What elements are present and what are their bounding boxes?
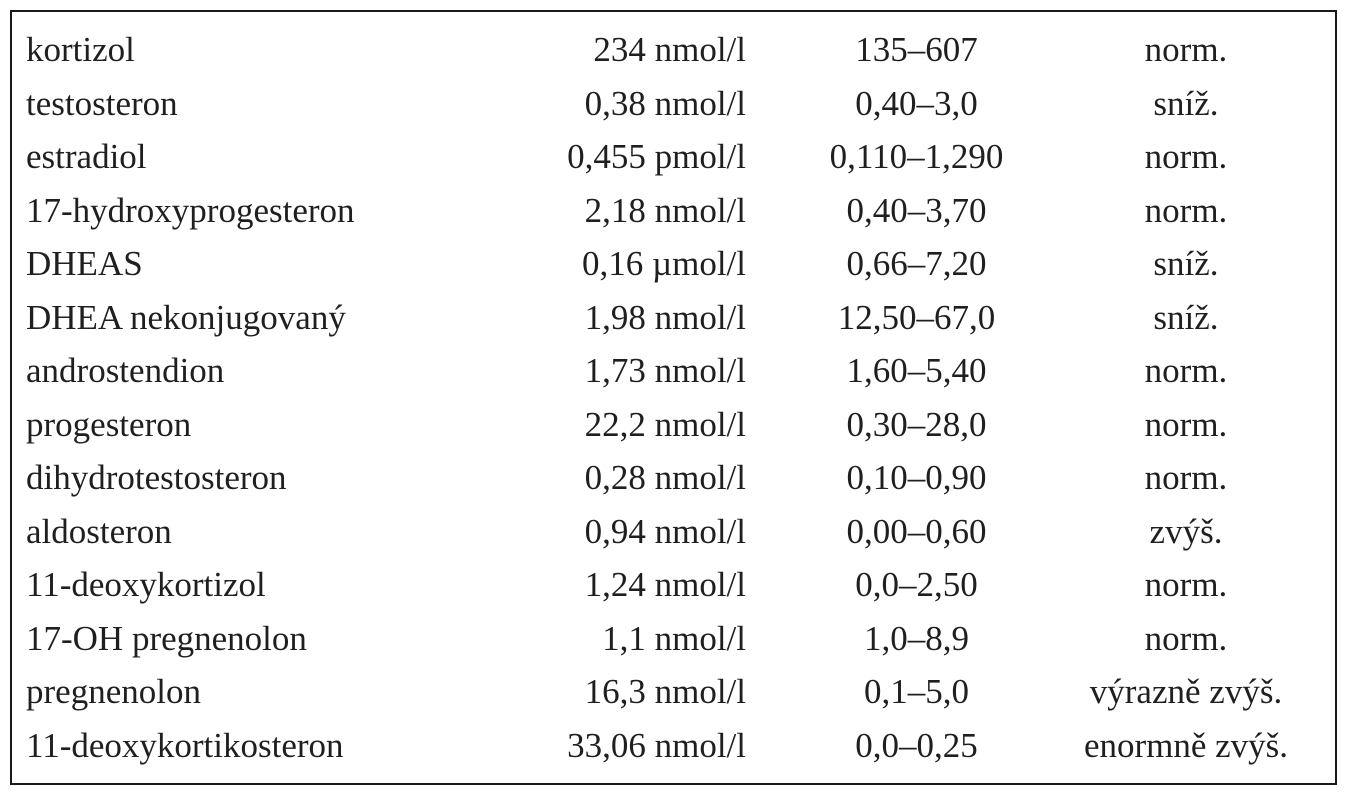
measured-value: 0,28 nmol/l <box>584 458 746 498</box>
reference-range: 0,30–28,0 <box>846 404 987 444</box>
status-text: norm. <box>1144 137 1228 177</box>
reference-range: 0,10–0,90 <box>846 458 987 498</box>
status-text: norm. <box>1144 404 1228 444</box>
measured-value: 0,455 pmol/l <box>567 137 746 177</box>
measured-value: 2,18 nmol/l <box>584 190 746 230</box>
measured-value: 1,98 nmol/l <box>584 297 746 337</box>
analyte-name: pregnenolon <box>26 672 201 712</box>
reference-range-cell: 0,0–0,25 <box>746 719 1046 773</box>
reference-range-cell: 0,1–5,0 <box>746 665 1046 719</box>
reference-range: 12,50–67,0 <box>837 297 996 337</box>
reference-range-cell: 0,00–0,60 <box>746 505 1046 559</box>
analyte-name: kortizol <box>26 30 135 70</box>
measured-value: 16,3 nmol/l <box>584 672 746 712</box>
status-text: norm. <box>1144 351 1228 391</box>
status-text: zvýš. <box>1149 511 1223 551</box>
table-row: estradiol 0,455 pmol/l 0,110–1,290 norm. <box>26 130 1326 184</box>
measured-value: 22,2 nmol/l <box>584 404 746 444</box>
status-text: sníž. <box>1153 244 1219 284</box>
reference-range: 0,40–3,70 <box>846 190 987 230</box>
reference-range-cell: 0,40–3,70 <box>746 184 1046 238</box>
analyte-name: 11-deoxykortikosteron <box>26 725 344 765</box>
status-text: enormně zvýš. <box>1083 725 1289 765</box>
reference-range-cell: 0,40–3,0 <box>746 77 1046 131</box>
table-row: 11-deoxykortikosteron 33,06 nmol/l 0,0–0… <box>26 719 1326 773</box>
measured-value: 33,06 nmol/l <box>567 725 746 765</box>
measured-value: 234 nmol/l <box>593 30 746 70</box>
table-row: 11-deoxykortizol 1,24 nmol/l 0,0–2,50 no… <box>26 558 1326 612</box>
measured-value: 0,16 µmol/l <box>581 244 746 284</box>
reference-range-cell: 135–607 <box>746 23 1046 77</box>
hormone-results-table: kortizol 234 nmol/l 135–607 norm. testos… <box>26 23 1326 772</box>
reference-range: 1,60–5,40 <box>846 351 987 391</box>
analyte-name: dihydrotestosteron <box>26 458 287 498</box>
reference-range: 0,40–3,0 <box>855 83 978 123</box>
reference-range: 0,00–0,60 <box>846 511 987 551</box>
table-row: progesteron 22,2 nmol/l 0,30–28,0 norm. <box>26 398 1326 452</box>
analyte-name: androstendion <box>26 351 225 391</box>
table-row: aldosteron 0,94 nmol/l 0,00–0,60 zvýš. <box>26 505 1326 559</box>
status-text: norm. <box>1144 565 1228 605</box>
table-row: DHEA nekonjugovaný 1,98 nmol/l 12,50–67,… <box>26 291 1326 345</box>
reference-range-cell: 0,0–2,50 <box>746 558 1046 612</box>
analyte-name: 17-hydroxyprogesteron <box>26 190 355 230</box>
analyte-name: progesteron <box>26 404 192 444</box>
measured-value: 1,24 nmol/l <box>584 565 746 605</box>
status-text: norm. <box>1144 618 1228 658</box>
table-row: androstendion 1,73 nmol/l 1,60–5,40 norm… <box>26 344 1326 398</box>
table-row: testosteron 0,38 nmol/l 0,40–3,0 sníž. <box>26 77 1326 131</box>
measured-value: 1,1 nmol/l <box>602 618 746 658</box>
table-row: pregnenolon 16,3 nmol/l 0,1–5,0 výrazně … <box>26 665 1326 719</box>
reference-range: 0,0–2,50 <box>855 565 978 605</box>
reference-range-cell: 0,66–7,20 <box>746 237 1046 291</box>
reference-range-cell: 12,50–67,0 <box>746 291 1046 345</box>
reference-range-cell: 0,10–0,90 <box>746 451 1046 505</box>
reference-range: 0,1–5,0 <box>864 672 969 712</box>
status-text: norm. <box>1144 190 1228 230</box>
analyte-name: DHEA nekonjugovaný <box>26 297 346 337</box>
status-text: výrazně zvýš. <box>1089 672 1283 712</box>
status-text: norm. <box>1144 30 1228 70</box>
measured-value: 1,73 nmol/l <box>584 351 746 391</box>
reference-range: 135–607 <box>855 30 978 70</box>
table-frame: kortizol 234 nmol/l 135–607 norm. testos… <box>10 10 1337 785</box>
table-row: kortizol 234 nmol/l 135–607 norm. <box>26 23 1326 77</box>
table-row: 17-hydroxyprogesteron 2,18 nmol/l 0,40–3… <box>26 184 1326 238</box>
status-text: sníž. <box>1153 297 1219 337</box>
reference-range: 1,0–8,9 <box>864 618 969 658</box>
analyte-name: testosteron <box>26 83 178 123</box>
table-row: DHEAS 0,16 µmol/l 0,66–7,20 sníž. <box>26 237 1326 291</box>
analyte-name: 11-deoxykortizol <box>26 565 266 605</box>
table-row: 17-OH pregnenolon 1,1 nmol/l 1,0–8,9 nor… <box>26 612 1326 666</box>
analyte-name: 17-OH pregnenolon <box>26 618 307 658</box>
status-text: norm. <box>1144 458 1228 498</box>
analyte-name: DHEAS <box>26 244 143 284</box>
reference-range-cell: 0,110–1,290 <box>746 130 1046 184</box>
table-row: dihydrotestosteron 0,28 nmol/l 0,10–0,90… <box>26 451 1326 505</box>
measured-value: 0,38 nmol/l <box>584 83 746 123</box>
measured-value: 0,94 nmol/l <box>584 511 746 551</box>
status-text: sníž. <box>1153 83 1219 123</box>
reference-range-cell: 1,60–5,40 <box>746 344 1046 398</box>
analyte-name: estradiol <box>26 137 147 177</box>
reference-range: 0,110–1,290 <box>829 137 1004 177</box>
table-body: kortizol 234 nmol/l 135–607 norm. testos… <box>26 23 1326 772</box>
reference-range: 0,0–0,25 <box>855 725 978 765</box>
reference-range-cell: 1,0–8,9 <box>746 612 1046 666</box>
reference-range-cell: 0,30–28,0 <box>746 398 1046 452</box>
reference-range: 0,66–7,20 <box>846 244 987 284</box>
analyte-name: aldosteron <box>26 511 172 551</box>
